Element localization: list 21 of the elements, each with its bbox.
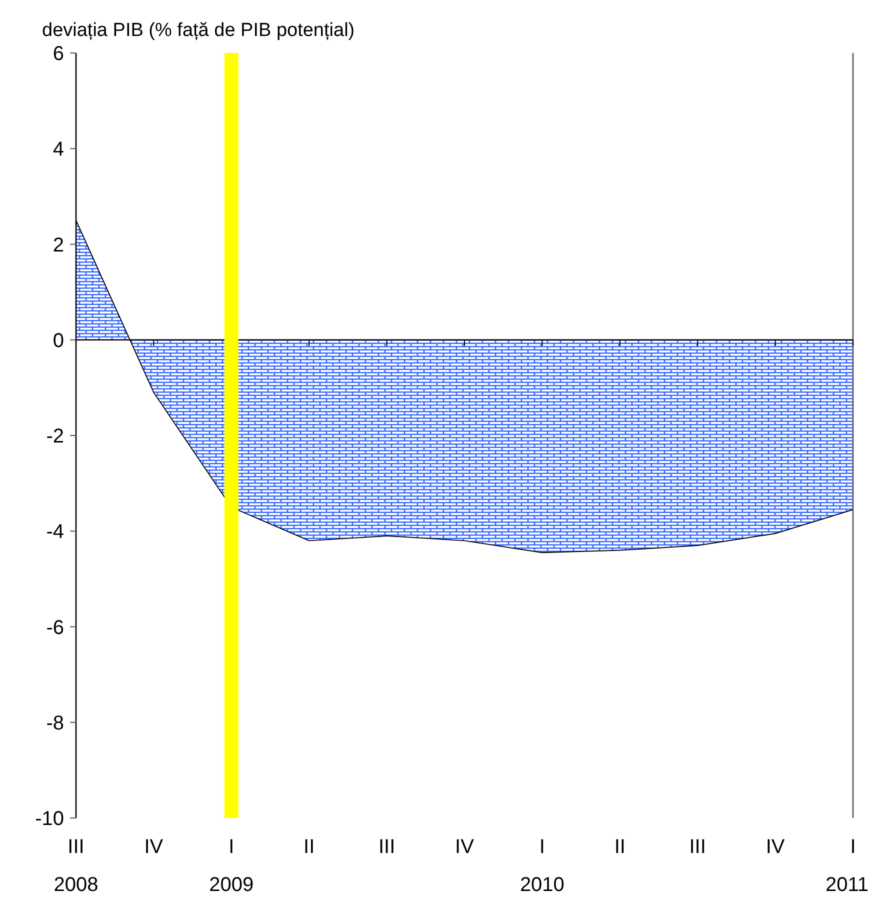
x-tick-label: III <box>378 836 396 858</box>
x-tick-label: III <box>689 836 706 858</box>
y-tick-label: 0 <box>52 330 64 352</box>
x-tick-label: IV <box>144 836 164 858</box>
y-tick-label: -4 <box>46 521 64 544</box>
y-tick-label: 4 <box>52 138 64 161</box>
x-tick-label: IV <box>455 836 475 858</box>
y-tick-label: 2 <box>52 234 64 256</box>
x-tick-label: IV <box>766 836 786 858</box>
y-tick-label: -6 <box>46 616 64 639</box>
x-tick-label: II <box>614 836 626 858</box>
y-tick-label: -8 <box>46 712 64 734</box>
x-tick-label: I 2010 <box>520 836 564 896</box>
x-tick-label: III 2008 <box>54 836 98 896</box>
y-axis-title: deviația PIB (% față de PIB potențial) <box>42 20 355 41</box>
y-tick-label: -10 <box>35 808 64 830</box>
x-tick-label: II <box>304 836 315 858</box>
y-tick-label: 6 <box>52 43 64 65</box>
x-tick-label: I 2009 <box>209 836 254 896</box>
x-tick-label: I 2011 <box>825 836 869 896</box>
y-tick-label: -2 <box>46 426 64 448</box>
